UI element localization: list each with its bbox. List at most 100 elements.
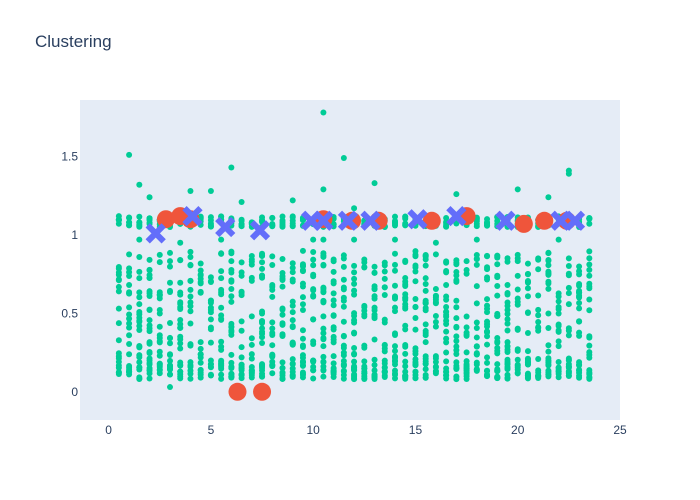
data-point [238,367,245,374]
data-point [340,375,347,382]
data-point [412,361,419,368]
data-point [524,310,531,317]
data-point [473,255,480,262]
centroid-marker-circle [228,382,247,401]
data-point [320,284,327,291]
data-point [310,256,317,263]
data-point [310,316,317,323]
data-point [218,275,225,282]
data-point [269,214,276,221]
data-point [289,356,296,363]
data-point [586,307,593,314]
data-point [412,296,419,303]
data-point [443,349,450,356]
x-tick-label: 5 [208,423,215,437]
data-point [259,265,266,272]
data-point [392,304,398,311]
data-point [453,191,460,198]
data-point [392,348,398,355]
data-point [514,370,521,377]
data-point [412,253,419,260]
data-point [207,339,214,346]
data-point [238,198,245,205]
data-point [228,374,235,381]
data-point [422,358,429,365]
data-point [330,360,337,367]
data-point [167,263,173,270]
data-point [453,272,460,279]
data-point [576,332,583,339]
data-point [432,318,439,325]
data-point [484,367,491,374]
data-point [453,351,460,358]
data-point [330,353,337,360]
data-point [545,342,552,349]
data-point [484,276,491,283]
data-point [351,358,358,365]
data-point [259,325,266,332]
data-point [586,272,593,279]
data-point [361,358,368,365]
data-point [586,374,593,381]
data-point [576,318,583,325]
data-point [228,164,235,171]
data-point [289,372,296,379]
data-point [259,317,266,324]
data-point [299,268,306,275]
data-point [136,317,143,324]
data-point [412,375,419,382]
data-marks [126,109,586,401]
data-point [330,302,337,309]
data-point [197,345,204,352]
data-point [146,375,153,382]
data-point [555,290,562,297]
data-point [146,194,153,201]
data-point [381,291,388,298]
data-point [136,354,143,361]
data-point [330,268,337,275]
y-tick-label: 0.5 [61,306,78,320]
data-point [494,310,501,317]
data-point [299,306,306,313]
data-point [248,374,255,381]
data-point [545,256,552,263]
data-point [207,214,214,221]
data-point [504,281,511,288]
data-point [340,276,347,283]
data-point [463,349,470,356]
data-point [555,328,562,335]
data-point [167,340,173,347]
data-point [340,255,347,262]
data-point [555,370,562,377]
data-point [443,304,450,311]
data-point [494,339,501,346]
data-point [126,341,133,348]
centroid-marker-x [249,220,271,241]
data-point [412,268,419,275]
data-point [576,271,583,278]
data-point [289,365,296,372]
data-point [463,370,470,377]
data-point [136,254,143,261]
data-point [504,327,511,334]
data-point [576,293,583,300]
data-point [535,372,542,379]
data-point [115,216,122,223]
data-point [320,330,327,337]
chart-title: Clustering [35,32,112,51]
data-point [453,337,460,344]
data-point [218,346,225,353]
data-point [279,369,286,376]
data-point [207,187,214,194]
data-point [279,219,286,226]
data-point [136,309,143,316]
data-point [535,292,542,299]
data-point [126,215,133,222]
data-point [238,259,245,266]
data-point [392,331,398,338]
data-point [586,215,593,222]
data-point [463,376,470,383]
data-point [269,330,276,337]
data-point [514,255,521,262]
data-point [187,262,194,269]
